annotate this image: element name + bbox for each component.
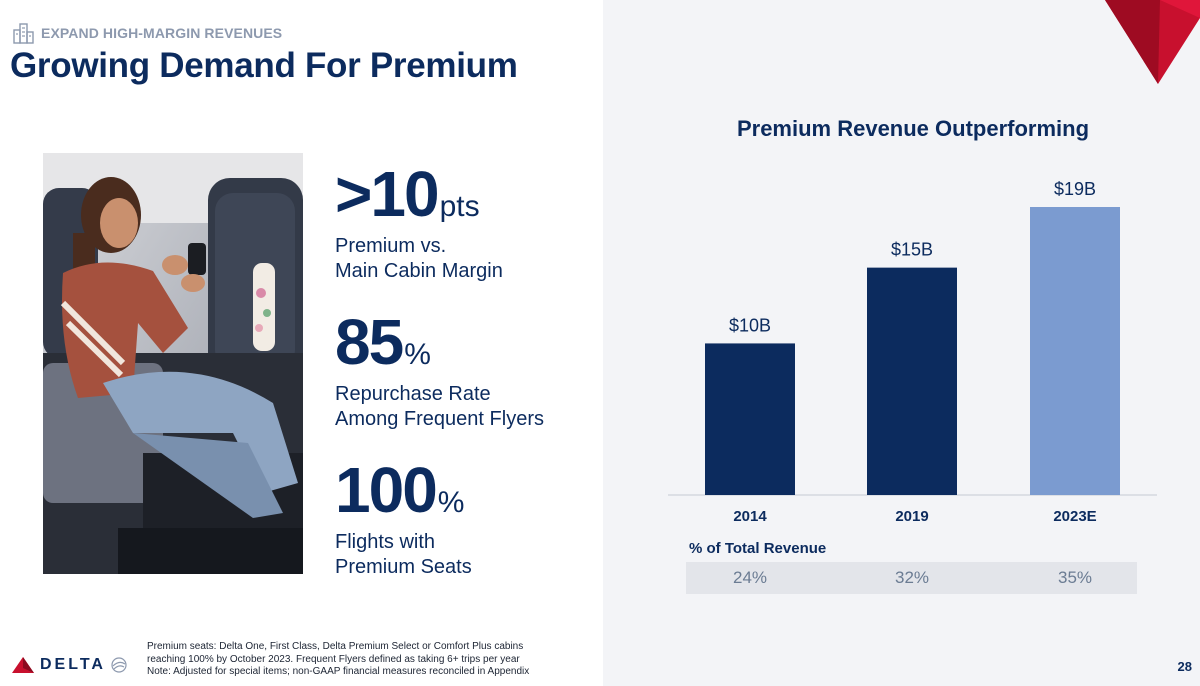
stat-repurchase-description: Repurchase Rate Among Frequent Flyers [335,382,575,432]
stat-flights-figure: 100% [335,458,575,522]
stat-margin-description: Premium vs. Main Cabin Margin [335,234,575,284]
premium-passenger-photo [43,153,303,574]
stat-margin-figure: >10pts [335,162,575,226]
stat-flights-line-1: Flights with [335,531,436,553]
premium-revenue-bar-chart: $10B 2014 $15B 2019 $19B 2023E [668,179,1157,525]
data-label-2023E: $19B [1054,179,1096,199]
data-label-2019: $15B [891,240,933,260]
city-skyline-icon [13,23,34,44]
footnote-line-1: Premium seats: Delta One, First Class, D… [147,641,524,652]
x-tick-label-2019: 2019 [895,508,928,525]
pct-value-2019: 32% [894,568,930,587]
stat-repurchase-line-1: Repurchase Rate [335,383,491,405]
delta-triangle-icon [12,657,34,673]
data-label-2014: $10B [729,315,771,335]
page-title: Growing Demand For Premium [10,46,518,85]
stat-margin-line-2: Main Cabin Margin [335,260,503,282]
footer-brand: DELTA [40,656,106,673]
x-tick-label-2014: 2014 [733,508,767,525]
bar-2023E [1030,207,1120,495]
pct-value-2023E: 35% [1057,568,1093,587]
stat-margin: >10pts Premium vs. Main Cabin Margin [335,162,575,284]
footnote: Premium seats: Delta One, First Class, D… [147,641,547,679]
stat-flights-line-2: Premium Seats [335,556,472,578]
footnote-line-2: reaching 100% by October 2023. Frequent … [147,653,520,665]
stat-repurchase-value: 85 [335,306,404,378]
stat-repurchase-figure: 85% [335,310,575,374]
stat-flights-description: Flights with Premium Seats [335,530,575,580]
stat-repurchase-unit: % [404,338,431,371]
delta-widget-logo [1105,0,1200,84]
section-eyebrow: EXPAND HIGH-MARGIN REVENUES [12,20,282,46]
bar-2014 [705,343,795,495]
stat-margin-value: >10 [335,158,440,230]
footer-logo: DELTA [12,656,128,674]
stat-flights: 100% Flights with Premium Seats [335,458,575,580]
eyebrow-label: EXPAND HIGH-MARGIN REVENUES [41,25,283,41]
x-tick-label-2023E: 2023E [1053,508,1096,525]
bar-2019 [867,267,957,495]
page-number: 28 [1177,659,1192,674]
skyteam-icon [111,657,127,673]
pct-value-2014: 24% [732,568,768,587]
stat-repurchase: 85% Repurchase Rate Among Frequent Flyer… [335,310,575,432]
stat-margin-unit: pts [439,190,480,223]
chart-title: Premium Revenue Outperforming [736,116,1090,141]
footnote-line-3: Note: Adjusted for special items; non-GA… [147,666,530,677]
stat-margin-line-1: Premium vs. [335,235,447,257]
stat-flights-unit: % [437,486,465,519]
pct-of-total-label: % of Total Revenue [689,540,827,557]
stat-flights-value: 100 [335,454,438,526]
stat-repurchase-line-2: Among Frequent Flyers [335,408,544,430]
pct-of-total-band: 24% 32% 35% [686,562,1137,594]
